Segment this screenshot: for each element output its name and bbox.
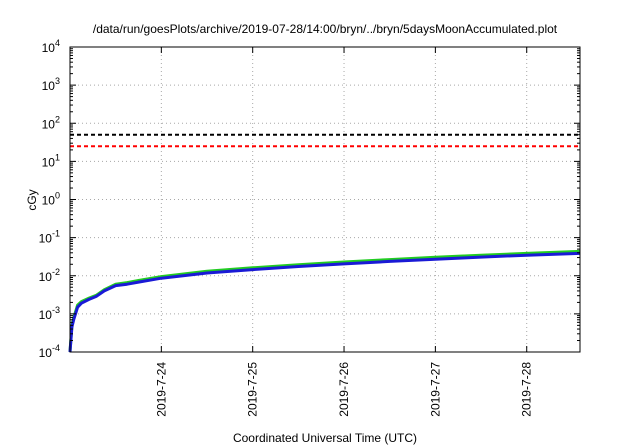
x-axis-label: Coordinated Universal Time (UTC) (233, 431, 417, 445)
y-tick-label: 101 (42, 152, 60, 169)
y-tick-label: 10-2 (39, 267, 60, 284)
x-tick-label: 2019-7-25 (246, 362, 260, 417)
y-tick-label: 104 (42, 38, 60, 55)
y-tick-label: 100 (42, 191, 60, 208)
y-axis-label: cGy (25, 189, 39, 210)
y-axis-ticks: 10-4 10-3 10-2 10-1 100 101 102 103 104 (39, 38, 580, 360)
series-line-2 (68, 251, 581, 353)
y-tick-label: 10-4 (39, 343, 60, 360)
series-line-1 (68, 249, 581, 353)
x-tick-label: 2019-7-27 (428, 362, 442, 417)
y-tick-label: 10-1 (39, 229, 60, 246)
grid (70, 47, 580, 352)
y-tick-label: 10-3 (39, 305, 60, 322)
x-tick-label: 2019-7-26 (337, 362, 351, 417)
chart-title: /data/run/goesPlots/archive/2019-07-28/1… (93, 22, 558, 36)
series-layer (68, 133, 581, 353)
y-tick-label: 103 (42, 76, 60, 93)
y-tick-label: 102 (42, 114, 60, 131)
x-tick-label: 2019-7-28 (520, 362, 534, 417)
x-axis-ticks: 2019-7-24 2019-7-25 2019-7-26 2019-7-27 2019… (154, 47, 534, 417)
x-tick-label: 2019-7-24 (154, 362, 168, 417)
